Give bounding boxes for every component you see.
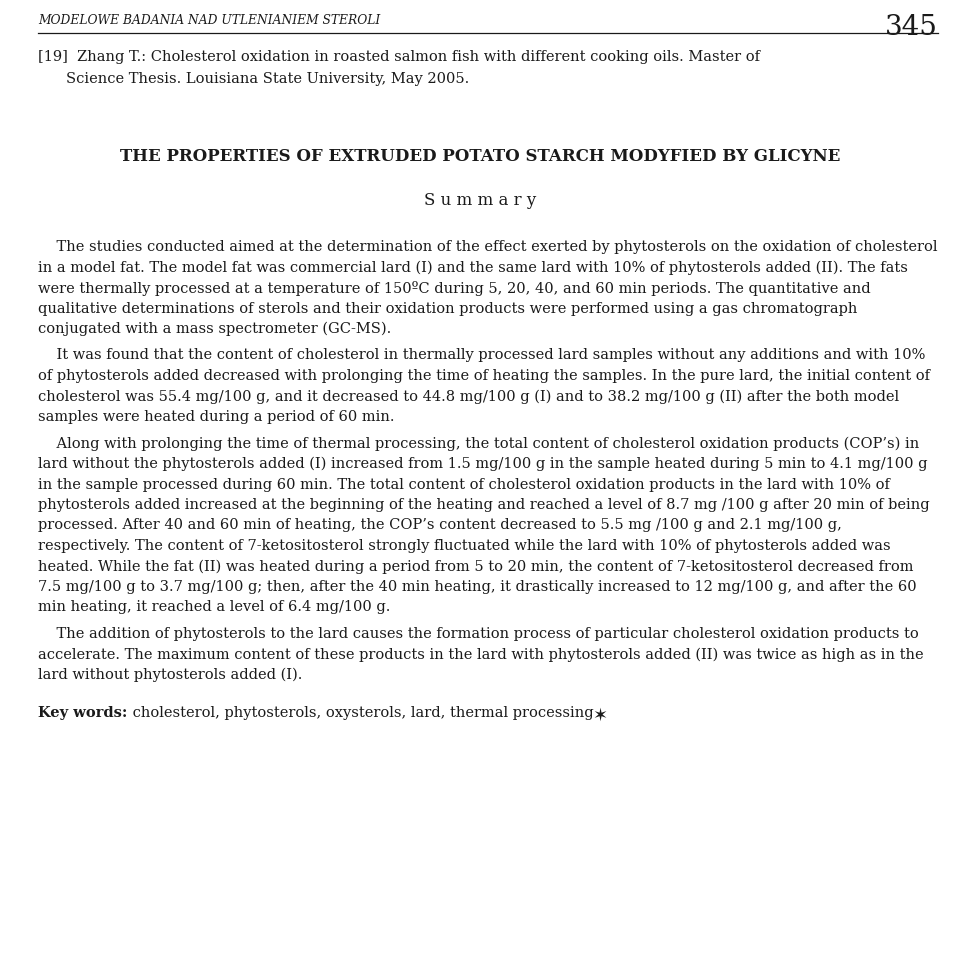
Text: processed. After 40 and 60 min of heating, the COP’s content decreased to 5.5 mg: processed. After 40 and 60 min of heatin… [38, 519, 842, 533]
Text: heated. While the fat (II) was heated during a period from 5 to 20 min, the cont: heated. While the fat (II) was heated du… [38, 560, 914, 574]
Text: MODELOWE BADANIA NAD UTLENIANIEM STEROLI: MODELOWE BADANIA NAD UTLENIANIEM STEROLI [38, 14, 380, 27]
Text: S u m m a r y: S u m m a r y [424, 192, 536, 209]
Text: in the sample processed during 60 min. The total content of cholesterol oxidatio: in the sample processed during 60 min. T… [38, 478, 890, 492]
Text: THE PROPERTIES OF EXTRUDED POTATO STARCH MODYFIED BY GLICYNE: THE PROPERTIES OF EXTRUDED POTATO STARCH… [120, 148, 840, 165]
Text: Science Thesis. Louisiana State University, May 2005.: Science Thesis. Louisiana State Universi… [66, 72, 469, 86]
Text: lard without the phytosterols added (I) increased from 1.5 mg/100 g in the sampl: lard without the phytosterols added (I) … [38, 457, 927, 472]
Text: Key words:: Key words: [38, 707, 128, 720]
Text: min heating, it reached a level of 6.4 mg/100 g.: min heating, it reached a level of 6.4 m… [38, 601, 391, 614]
Text: lard without phytosterols added (I).: lard without phytosterols added (I). [38, 668, 302, 683]
Text: The studies conducted aimed at the determination of the effect exerted by phytos: The studies conducted aimed at the deter… [38, 240, 938, 254]
Text: were thermally processed at a temperature of 150ºC during 5, 20, 40, and 60 min : were thermally processed at a temperatur… [38, 281, 871, 296]
Text: [19]  Zhang T.: Cholesterol oxidation in roasted salmon fish with different cook: [19] Zhang T.: Cholesterol oxidation in … [38, 50, 760, 64]
Text: cholesterol, phytosterols, oxysterols, lard, thermal processing: cholesterol, phytosterols, oxysterols, l… [129, 707, 594, 720]
Text: respectively. The content of 7-ketositosterol strongly fluctuated while the lard: respectively. The content of 7-ketositos… [38, 539, 891, 553]
Text: 345: 345 [885, 14, 938, 41]
Text: in a model fat. The model fat was commercial lard (I) and the same lard with 10%: in a model fat. The model fat was commer… [38, 261, 908, 275]
Text: phytosterols added increased at the beginning of the heating and reached a level: phytosterols added increased at the begi… [38, 498, 929, 512]
Text: Along with prolonging the time of thermal processing, the total content of chole: Along with prolonging the time of therma… [38, 436, 920, 451]
Text: It was found that the content of cholesterol in thermally processed lard samples: It was found that the content of cholest… [38, 349, 925, 363]
Text: ✶: ✶ [592, 707, 607, 725]
Text: accelerate. The maximum content of these products in the lard with phytosterols : accelerate. The maximum content of these… [38, 647, 924, 662]
Text: samples were heated during a period of 60 min.: samples were heated during a period of 6… [38, 410, 395, 424]
Text: qualitative determinations of sterols and their oxidation products were performe: qualitative determinations of sterols an… [38, 302, 857, 315]
Text: of phytosterols added decreased with prolonging the time of heating the samples.: of phytosterols added decreased with pro… [38, 369, 930, 383]
Text: cholesterol was 55.4 mg/100 g, and it decreased to 44.8 mg/100 g (I) and to 38.2: cholesterol was 55.4 mg/100 g, and it de… [38, 390, 900, 404]
Text: conjugated with a mass spectrometer (GC-MS).: conjugated with a mass spectrometer (GC-… [38, 322, 392, 336]
Text: 7.5 mg/100 g to 3.7 mg/100 g; then, after the 40 min heating, it drastically inc: 7.5 mg/100 g to 3.7 mg/100 g; then, afte… [38, 580, 917, 594]
Text: The addition of phytosterols to the lard causes the formation process of particu: The addition of phytosterols to the lard… [38, 627, 919, 641]
